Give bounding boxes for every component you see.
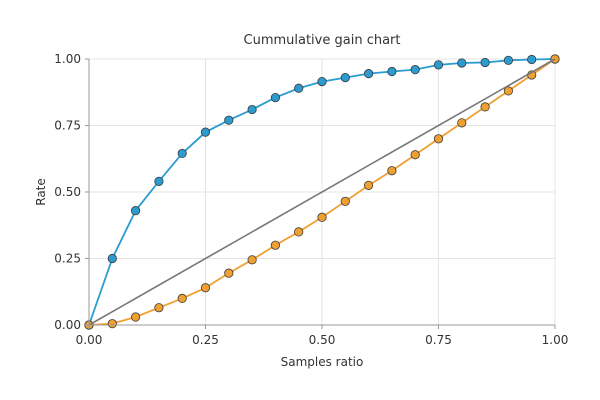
data-point [270,240,280,250]
series-0 [84,54,560,330]
data-point [387,66,397,77]
data-point [294,83,304,93]
data-point [433,134,444,144]
x-tick-label: 0.25 [192,333,219,347]
data-point [200,283,211,293]
data-point [387,166,397,176]
y-tick-label: 1.00 [54,52,81,66]
axes: 0.00 0.25 0.50 0.75 1.00 0.00 0.25 0.50 0.75 1.00 [54,52,568,347]
data-point [224,268,234,278]
data-point [363,180,374,190]
x-tick-label: 0.00 [76,333,103,347]
y-tick-label: 0.75 [54,119,81,133]
data-point [200,127,211,137]
y-tick-label: 0.25 [54,252,81,266]
data-point [224,115,234,125]
series-1 [84,54,560,330]
data-point [433,60,444,70]
data-point [247,104,257,115]
data-point [131,312,141,322]
data-point [317,77,327,87]
x-tick-label: 0.75 [425,333,452,347]
data-point [503,55,513,65]
data-point [527,54,537,65]
data-point [480,57,490,68]
data-point [177,293,187,303]
baseline-line [88,58,556,326]
data-point [503,86,513,96]
x-tick-label: 0.50 [309,333,336,347]
y-axis-label: Rate [34,178,48,206]
data-point [154,176,164,186]
data-point [154,303,164,313]
data-point [107,253,117,264]
y-tick-label: 0.50 [54,185,81,199]
data-point [107,319,117,329]
y-tick-label: 0.00 [54,318,81,332]
series-2 [88,58,556,326]
series-layer [84,54,560,330]
data-point [340,196,350,206]
data-point [294,227,304,237]
data-point [480,102,490,112]
data-point [340,73,350,83]
data-point [410,65,420,75]
data-point [270,92,280,103]
data-point [363,69,374,79]
data-point [131,206,141,216]
chart-title: Cummulative gain chart [244,33,401,48]
data-point [457,118,467,128]
x-tick-label: 1.00 [542,333,569,347]
data-point [247,255,257,265]
data-point [457,58,467,68]
x-axis-label: Samples ratio [281,355,364,369]
data-point [410,150,420,160]
data-point [317,212,327,222]
data-point [177,148,187,159]
